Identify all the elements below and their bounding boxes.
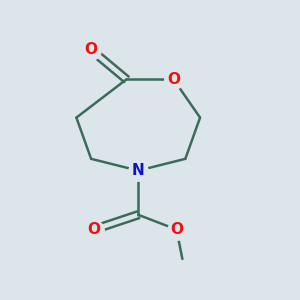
Text: O: O: [167, 72, 180, 87]
Text: O: O: [88, 222, 100, 237]
Text: O: O: [85, 42, 98, 57]
Text: N: N: [132, 163, 145, 178]
Text: O: O: [170, 222, 183, 237]
